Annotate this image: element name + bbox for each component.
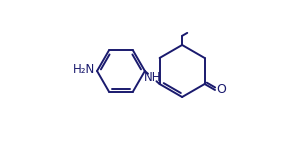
Text: H₂N: H₂N (73, 63, 95, 76)
Text: NH: NH (144, 71, 161, 84)
Text: O: O (217, 83, 227, 96)
